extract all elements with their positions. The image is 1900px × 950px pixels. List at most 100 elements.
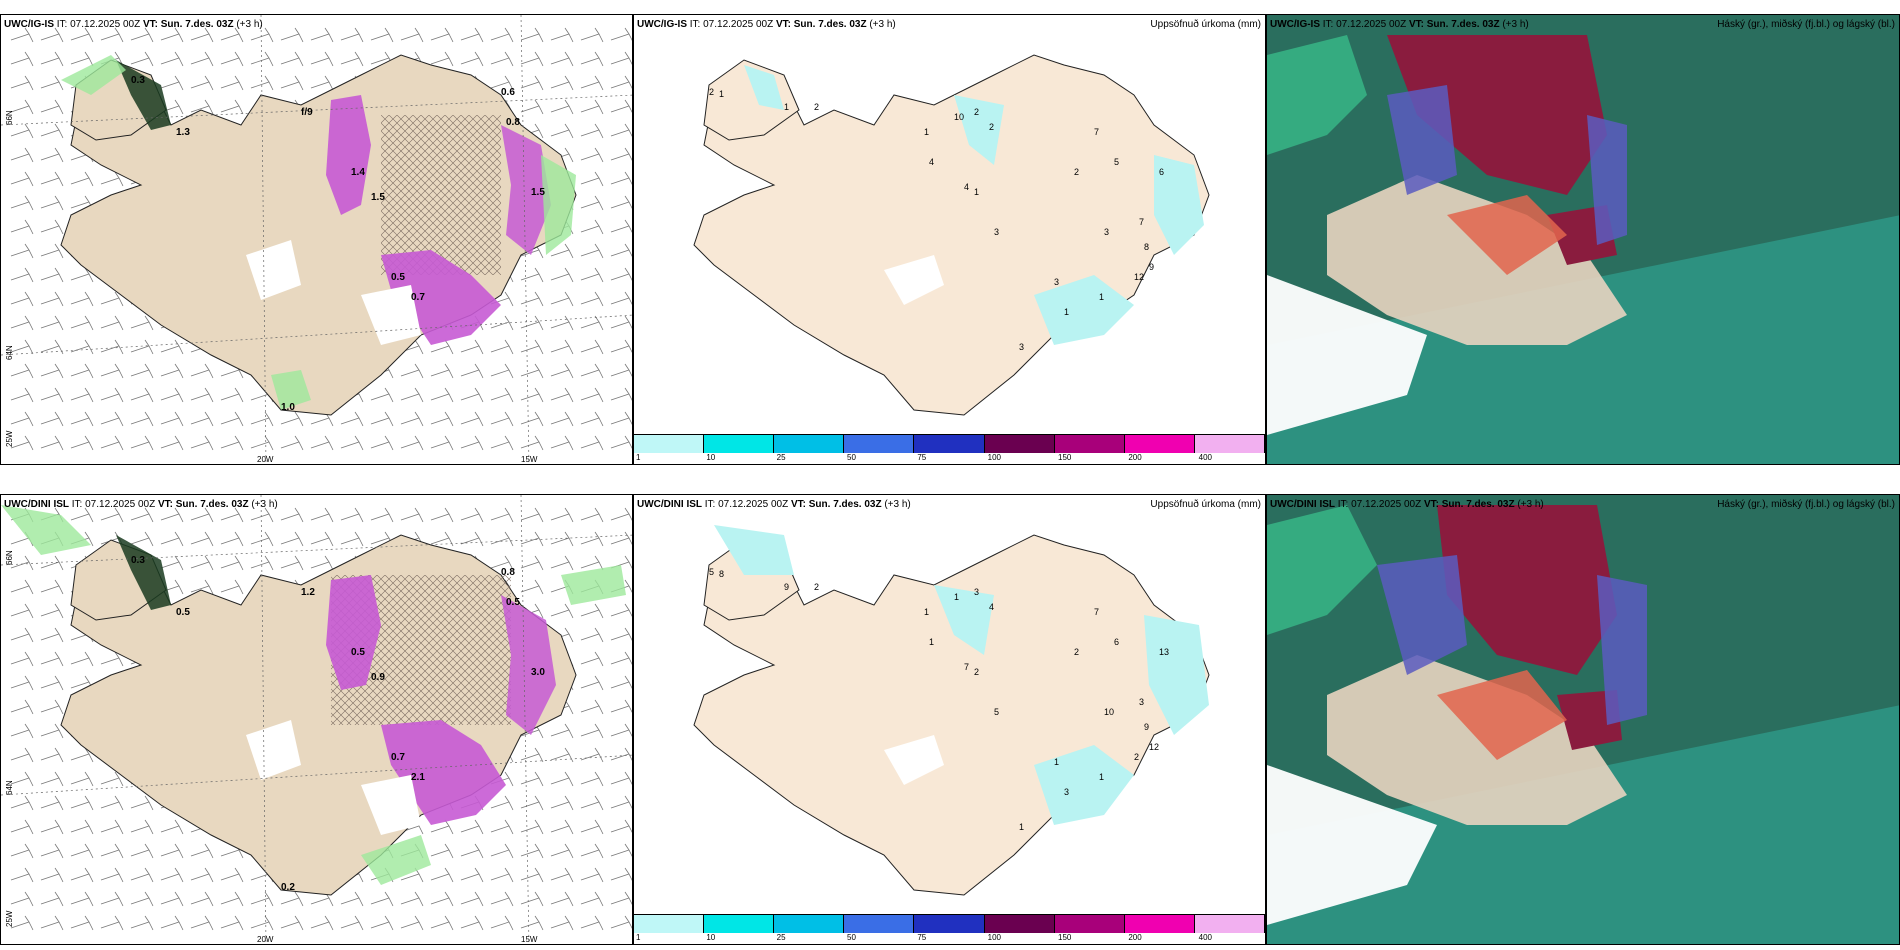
wind-barb	[40, 675, 64, 691]
wind-barb	[460, 507, 484, 523]
accum-value: 2	[974, 107, 979, 117]
wind-barb	[160, 363, 184, 379]
accum-value: 3	[1064, 787, 1069, 797]
colorbar-segment	[984, 915, 1055, 933]
iceland-land	[693, 534, 1210, 896]
colorbar-tick: 400	[1198, 453, 1213, 462]
wind-barb	[10, 411, 34, 427]
wind-barb	[100, 891, 124, 907]
accum-value: 9	[784, 582, 789, 592]
wind-barb	[100, 771, 124, 787]
precip-value: 0.3	[131, 555, 145, 566]
panel-title: Háský (gr.), miðský (fj.bl.) og lágský (…	[1717, 499, 1895, 510]
wind-barb	[400, 915, 424, 931]
wind-barb	[520, 747, 544, 763]
wind-barb	[550, 603, 574, 619]
wind-barb	[580, 675, 604, 691]
wind-barb	[490, 555, 514, 571]
wind-barb	[190, 555, 214, 571]
wind-barb	[160, 507, 184, 523]
wind-barb	[580, 531, 604, 547]
accum-value: 3	[1104, 227, 1109, 237]
wind-barb	[610, 51, 632, 65]
wind-barb	[280, 915, 304, 931]
wind-barb	[610, 339, 632, 353]
wind-barb	[40, 243, 64, 259]
wind-barb	[130, 867, 154, 883]
model-name: UWC/DINI ISL	[637, 499, 702, 510]
wind-barb	[490, 315, 514, 331]
wind-barb	[220, 27, 244, 43]
accum-value: 1	[1064, 307, 1069, 317]
it-value: 07.12.2025 00Z	[718, 499, 789, 510]
wind-barb	[10, 243, 34, 259]
wind-barb	[460, 891, 484, 907]
wind-barb	[100, 27, 124, 43]
wind-barb	[70, 651, 94, 667]
wind-barb	[40, 819, 64, 835]
wind-barb	[490, 867, 514, 883]
wind-barb	[130, 51, 154, 67]
model-name: UWC/IG-IS	[637, 19, 687, 30]
lead-time: (+3 h)	[869, 19, 896, 30]
wind-barb	[10, 147, 34, 163]
wind-barb	[550, 915, 574, 931]
wind-barb	[250, 75, 274, 91]
grid-lines	[1, 495, 632, 944]
wind-barb	[250, 531, 274, 547]
precip-value: 0.5	[506, 597, 520, 608]
wind-barb	[280, 891, 304, 907]
wind-barb	[100, 507, 124, 523]
wind-barb	[610, 819, 632, 833]
wind-barb	[220, 507, 244, 523]
wind-barb	[220, 51, 244, 67]
wind-barb	[610, 219, 632, 233]
wind-barb	[10, 99, 34, 115]
wind-barb	[10, 819, 34, 835]
lon-label-20w: 20W	[257, 935, 274, 944]
wind-barb	[520, 507, 544, 523]
precip-value: 0.6	[501, 87, 515, 98]
wind-barb	[10, 51, 34, 67]
wind-barb	[550, 51, 574, 67]
wind-barb	[610, 195, 632, 209]
precip-value-labels: 0.3 0.5 0.9 0.5 0.7 2.1 0.8 0.5 3.0 1.2 0.2	[131, 555, 545, 893]
wind-barb	[550, 507, 574, 523]
wind-barb	[520, 867, 544, 883]
wind-barb	[370, 27, 394, 43]
wind-barb	[460, 819, 484, 835]
precip-value-labels: 0.3 1.3 1.5 1.4 0.5 0.7 0.6 0.8 1.5 f/9 1.0	[131, 75, 545, 413]
accum-value: 1	[1099, 772, 1104, 782]
wind-barb	[610, 699, 632, 713]
wind-barb	[490, 387, 514, 403]
vt-value: Sun. 7.des. 03Z	[1426, 19, 1500, 30]
lead-time: (+3 h)	[884, 499, 911, 510]
wind-barb	[130, 315, 154, 331]
accum-value: 13	[1159, 647, 1169, 657]
wind-barb	[580, 51, 604, 67]
accum-value: 1	[1099, 292, 1104, 302]
wind-barb	[40, 747, 64, 763]
lon-label-15w: 15W	[521, 935, 538, 944]
wind-barb	[190, 507, 214, 523]
wind-barb	[460, 51, 484, 67]
wind-barb	[250, 891, 274, 907]
wind-barb	[580, 651, 604, 667]
accum-value: 3	[994, 227, 999, 237]
wind-barb	[580, 387, 604, 403]
wind-barb	[220, 867, 244, 883]
wind-barb	[70, 843, 94, 859]
wind-barb	[550, 267, 574, 283]
wind-barb	[610, 75, 632, 89]
colorbar-segment	[774, 915, 845, 933]
accum-value: 2	[1074, 167, 1079, 177]
model-name: UWC/IG-IS	[1270, 19, 1320, 30]
wind-barb	[610, 795, 632, 809]
wind-barb	[190, 843, 214, 859]
colorbar-segment	[914, 435, 985, 453]
map-clouds-top	[1267, 15, 1899, 464]
colorbar-segment	[704, 915, 775, 933]
wind-barb	[280, 75, 304, 91]
wind-barb	[580, 915, 604, 931]
wind-barb	[40, 123, 64, 139]
